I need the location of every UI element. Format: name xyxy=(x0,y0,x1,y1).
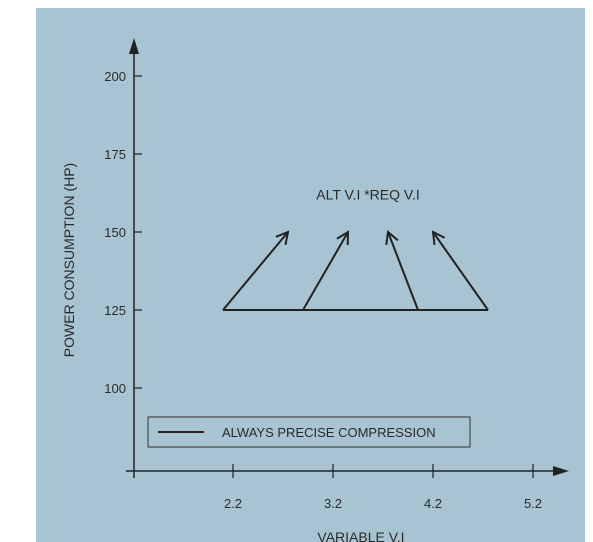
chart-svg: 100 125 150 175 200 2.2 3.2 4.2 5.2 POWER CONSU… xyxy=(61,38,569,542)
y-tick-label: 150 xyxy=(104,225,126,240)
x-tick-label: 4.2 xyxy=(424,496,442,511)
annotation-text: ALT V.I *REQ V.I xyxy=(316,187,420,203)
y-axis-arrowhead xyxy=(129,38,139,54)
y-ticks: 100 125 150 175 200 xyxy=(104,69,142,396)
marks xyxy=(222,230,489,311)
chart-panel: 100 125 150 175 200 2.2 3.2 4.2 5.2 POWER CONSU… xyxy=(36,8,585,542)
y-tick-label: 175 xyxy=(104,147,126,162)
y-tick-label: 125 xyxy=(104,303,126,318)
arrowhead-1 xyxy=(275,230,290,245)
legend-label: ALWAYS PRECISE COMPRESSION xyxy=(222,425,436,440)
y-tick-label: 100 xyxy=(104,381,126,396)
legend-box xyxy=(147,416,471,448)
x-tick-label: 3.2 xyxy=(324,496,342,511)
x-tick-label: 2.2 xyxy=(224,496,242,511)
arrowhead-3 xyxy=(385,230,399,246)
arrow-line-3 xyxy=(387,231,419,311)
arrowhead-4 xyxy=(431,230,446,246)
arrow-line-1 xyxy=(222,231,289,311)
y-tick-label: 200 xyxy=(104,69,126,84)
x-axis-label: VARIABLE V.I xyxy=(317,529,404,542)
arrowhead-2 xyxy=(336,230,350,246)
x-tick-label: 5.2 xyxy=(524,496,542,511)
y-axis-label: POWER CONSUMPTION (HP) xyxy=(61,163,77,357)
x-axis-arrowhead xyxy=(553,466,569,476)
arrow-line-2 xyxy=(302,231,349,311)
legend: ALWAYS PRECISE COMPRESSION xyxy=(147,416,471,448)
x-ticks: 2.2 3.2 4.2 5.2 xyxy=(224,464,542,511)
arrow-line-4 xyxy=(432,231,489,311)
